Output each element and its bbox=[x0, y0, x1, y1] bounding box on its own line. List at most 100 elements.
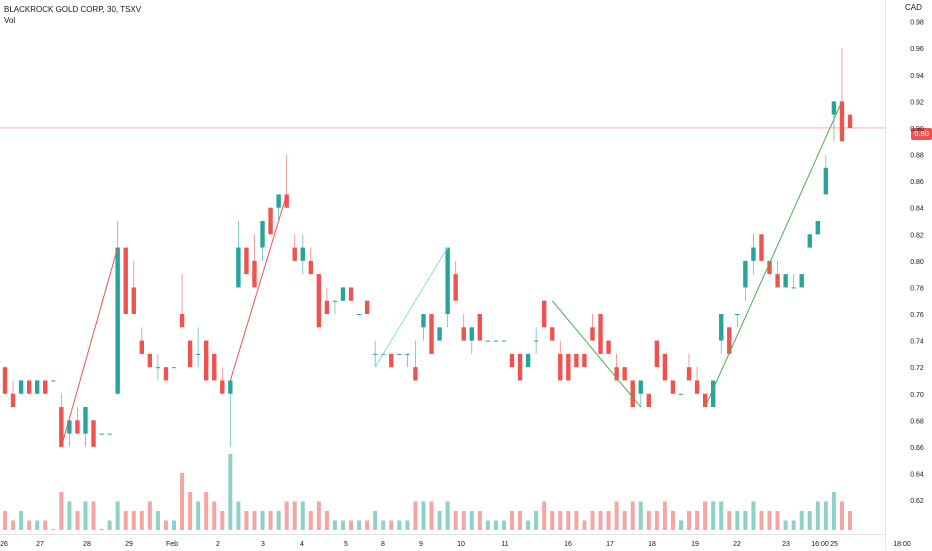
candle-body bbox=[807, 234, 812, 248]
candle-body bbox=[525, 353, 531, 368]
candle-body bbox=[678, 393, 684, 395]
volume-bar bbox=[445, 501, 450, 530]
volume-bar bbox=[542, 501, 547, 530]
candle-body bbox=[735, 314, 740, 316]
candle-body bbox=[34, 380, 40, 394]
volume-bar bbox=[180, 473, 185, 530]
candle-body bbox=[847, 114, 853, 128]
volume-bar bbox=[139, 511, 144, 530]
candle-body bbox=[477, 314, 483, 341]
symbol-label[interactable]: BLACKROCK GOLD CORP, 30, TSXV bbox=[4, 5, 142, 14]
candle-body bbox=[485, 340, 491, 342]
candle-body bbox=[799, 274, 804, 288]
volume-bar bbox=[123, 511, 128, 530]
candle-body bbox=[332, 300, 338, 302]
volume-bar bbox=[163, 520, 168, 530]
candle-body bbox=[791, 287, 796, 289]
volume-bar bbox=[453, 511, 458, 530]
volume-bar bbox=[236, 501, 241, 530]
volume-bar bbox=[204, 492, 209, 530]
volume-bar bbox=[630, 501, 635, 530]
candle-body bbox=[751, 247, 756, 261]
volume-bar bbox=[67, 501, 72, 530]
candle-body bbox=[493, 340, 499, 342]
candle-body bbox=[18, 380, 24, 394]
volume-bar bbox=[534, 511, 539, 530]
volume-bar bbox=[99, 529, 104, 530]
volume-bar bbox=[413, 501, 418, 530]
time-axis[interactable] bbox=[0, 534, 885, 551]
volume-bar bbox=[308, 511, 313, 530]
volume-bar bbox=[590, 511, 595, 530]
candle-body bbox=[389, 353, 394, 368]
volume-bar bbox=[91, 501, 96, 530]
volume-bar bbox=[501, 520, 506, 530]
candle-body bbox=[91, 420, 96, 447]
candle-body bbox=[284, 194, 289, 208]
candle-body bbox=[397, 353, 402, 355]
volume-bar bbox=[831, 492, 836, 530]
candle-body bbox=[179, 314, 185, 328]
volume-bar bbox=[727, 511, 732, 530]
candle-body bbox=[566, 353, 571, 381]
volume-bar bbox=[83, 501, 88, 530]
volume-bar bbox=[703, 501, 708, 530]
candle-body bbox=[606, 340, 611, 354]
volume-bar bbox=[349, 520, 354, 530]
candle-body bbox=[292, 247, 297, 261]
candle-body bbox=[59, 407, 64, 447]
currency-label: CAD bbox=[905, 3, 922, 12]
current-price-badge: 0.90 bbox=[911, 128, 932, 140]
candle-body bbox=[155, 367, 161, 369]
volume-bar bbox=[791, 520, 796, 530]
volume-bar bbox=[437, 511, 442, 530]
candle-body bbox=[195, 353, 201, 355]
candle-body bbox=[694, 380, 700, 394]
volume-bar bbox=[638, 501, 643, 530]
volume-bar bbox=[469, 511, 474, 530]
volume-bar bbox=[679, 520, 683, 530]
candle-body bbox=[115, 247, 120, 394]
volume-bar bbox=[172, 520, 176, 530]
volume-bar bbox=[477, 511, 482, 530]
volume-bar bbox=[397, 520, 402, 530]
candle-body bbox=[2, 367, 8, 394]
candle-body bbox=[276, 194, 281, 208]
volume-bar bbox=[550, 511, 555, 530]
volume-bar bbox=[365, 520, 370, 530]
candle-body bbox=[775, 274, 780, 288]
volume-bar bbox=[582, 520, 587, 530]
candle-body bbox=[26, 380, 32, 394]
price-axis[interactable] bbox=[885, 0, 932, 550]
candle-body bbox=[348, 287, 354, 301]
candle-body bbox=[268, 207, 273, 235]
candle-body bbox=[654, 340, 660, 368]
candle-body bbox=[51, 380, 56, 382]
candle-body bbox=[429, 314, 434, 354]
candle-body bbox=[646, 393, 652, 408]
volume-bar bbox=[59, 492, 64, 530]
volume-bar bbox=[131, 511, 136, 530]
volume-bar bbox=[300, 501, 305, 530]
volume-bar bbox=[324, 511, 329, 530]
volume-bar bbox=[799, 511, 804, 530]
candle-body bbox=[759, 234, 764, 261]
volume-bar bbox=[670, 511, 675, 530]
candle-body bbox=[630, 380, 635, 408]
candle-body bbox=[67, 420, 72, 434]
volume-bar bbox=[188, 492, 193, 530]
candle-body bbox=[541, 300, 547, 328]
volume-bar bbox=[405, 520, 410, 530]
volume-bar bbox=[35, 520, 40, 530]
candle-body bbox=[300, 247, 305, 261]
volume-bar bbox=[373, 511, 378, 530]
candle-body bbox=[815, 220, 821, 235]
volume-bar bbox=[767, 511, 772, 530]
volume-bar bbox=[147, 501, 152, 530]
volume-bar bbox=[807, 511, 812, 530]
volume-bar bbox=[654, 511, 659, 530]
trend-line bbox=[374, 247, 449, 368]
candle-body bbox=[614, 367, 619, 381]
